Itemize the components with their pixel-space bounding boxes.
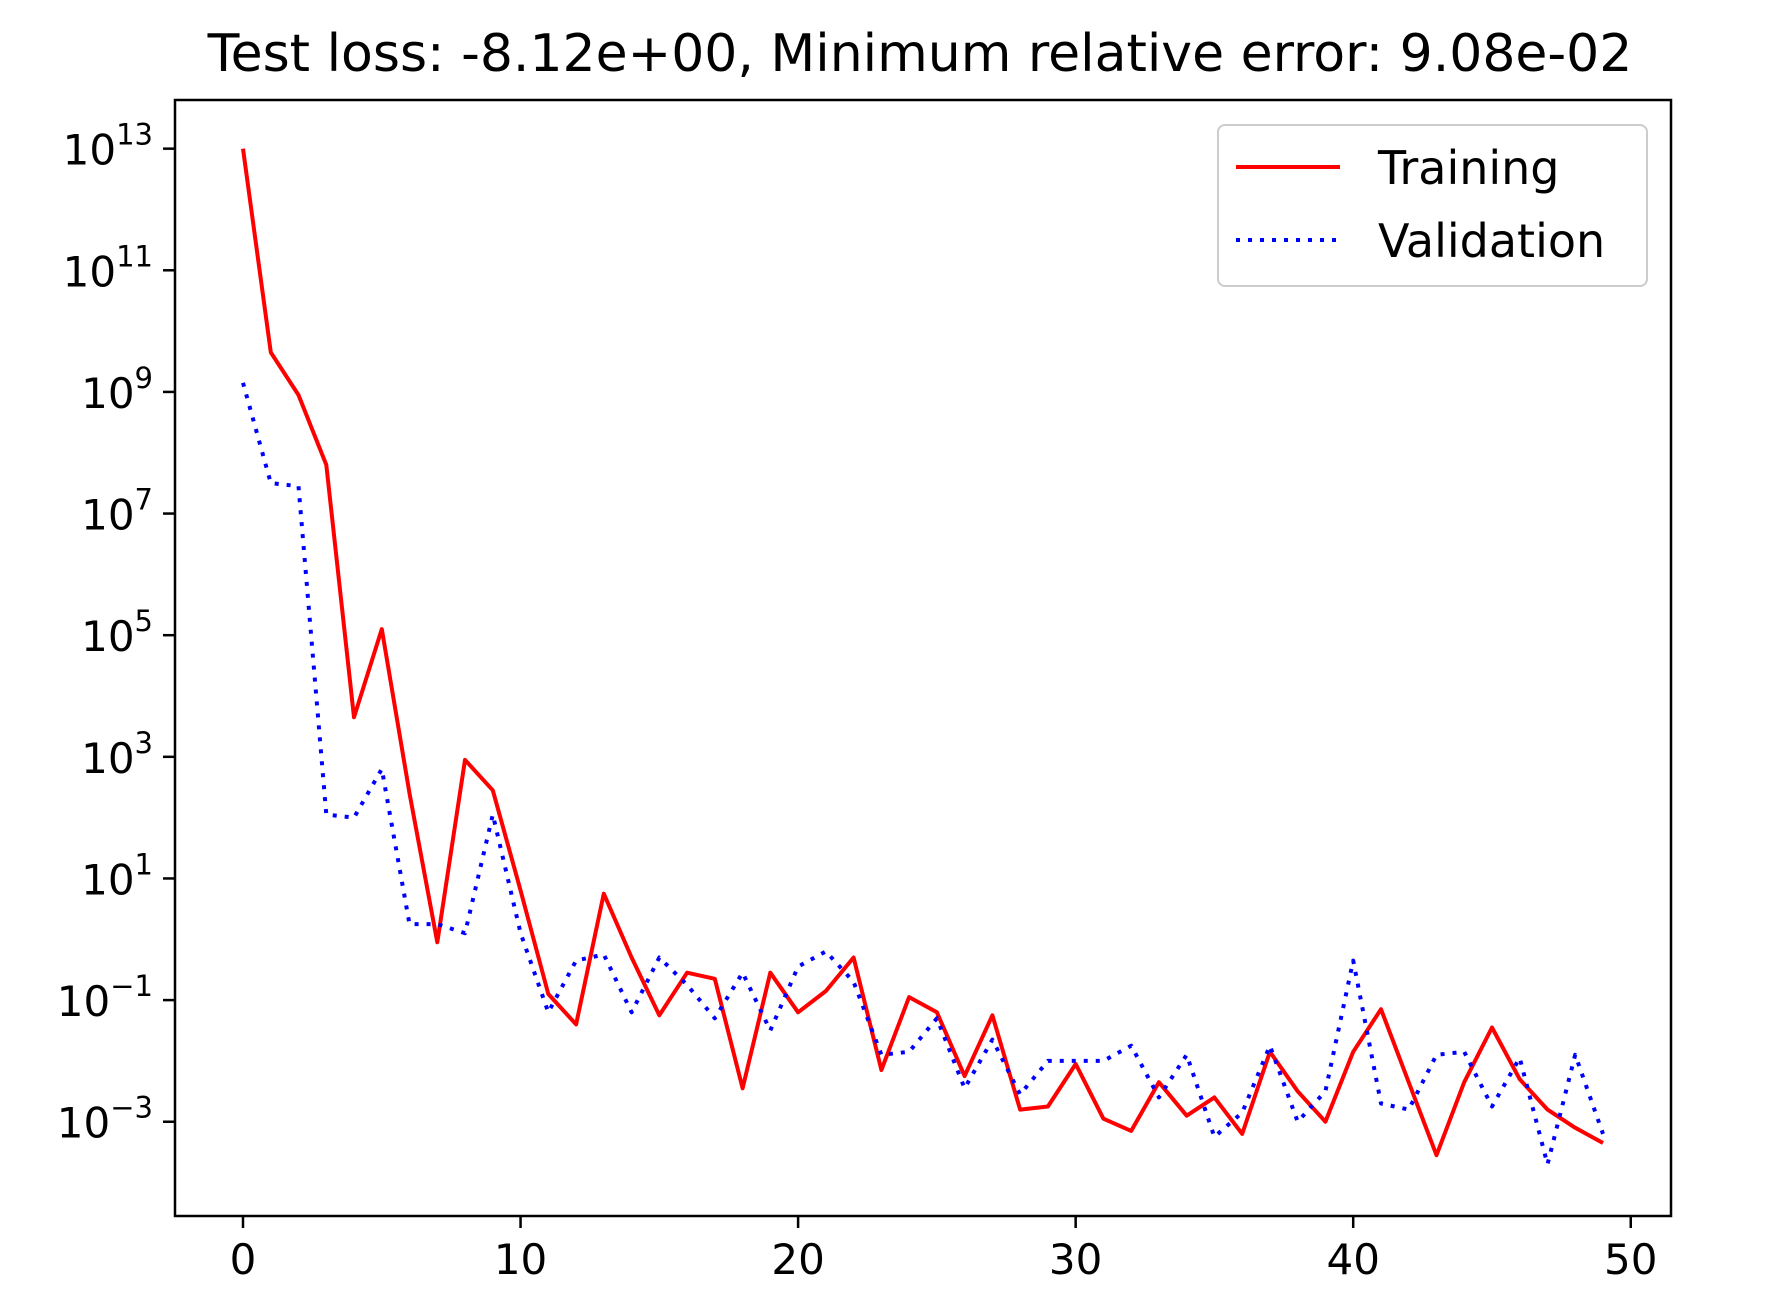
- x-tick-label: 20: [771, 1235, 824, 1284]
- chart-title: Test loss: -8.12e+00, Minimum relative e…: [207, 24, 1633, 84]
- y-tick-label: 109: [81, 361, 153, 418]
- y-axis: 1013 1011 109 107 105 103 101 10−1 10−3: [57, 118, 175, 1148]
- y-tick-label: 101: [81, 847, 153, 904]
- x-tick-label: 10: [494, 1235, 547, 1284]
- y-tick-label: 107: [81, 483, 153, 540]
- x-tick-label: 30: [1049, 1235, 1102, 1284]
- x-axis: 0 10 20 30 40 50: [230, 1216, 1657, 1284]
- legend-label-training: Training: [1377, 141, 1560, 195]
- series-line-validation: [241, 382, 1605, 1167]
- y-tick-label: 1011: [63, 239, 153, 296]
- y-tick-label: 105: [81, 604, 153, 661]
- legend-label-validation: Validation: [1378, 214, 1605, 268]
- series-line-training: [241, 148, 1604, 1158]
- y-tick-label: 103: [81, 726, 153, 783]
- y-tick-label: 1013: [63, 118, 153, 175]
- plot-marks: [241, 148, 1605, 1167]
- plot-area-frame: [173, 98, 1673, 1218]
- x-tick-label: 0: [230, 1235, 257, 1284]
- y-tick-label: 10−3: [57, 1091, 153, 1148]
- x-tick-label: 40: [1326, 1235, 1379, 1284]
- x-tick-label: 50: [1604, 1235, 1657, 1284]
- legend: Training Validation: [1217, 124, 1648, 287]
- y-tick-label: 10−1: [57, 969, 153, 1026]
